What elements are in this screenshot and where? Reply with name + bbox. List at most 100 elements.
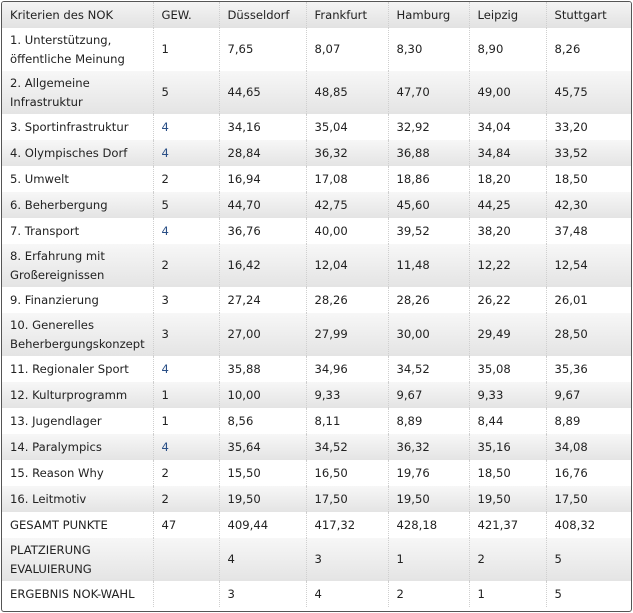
cell-hamburg: 36,88: [387, 140, 469, 166]
cell-frankfurt: 34,52: [305, 434, 388, 460]
cell-frankfurt: 40,00: [305, 218, 388, 244]
cell-frankfurt: 8,11: [305, 408, 388, 434]
cell-weight: [152, 538, 219, 581]
cell-criteria: GESAMT PUNKTE: [2, 512, 153, 538]
cell-criteria: 15. Reason Why: [2, 460, 153, 486]
table-row: 2. Allgemeine Infrastruktur 5 44,65 48,85 47…: [2, 71, 631, 114]
cell-stuttgart: 12,54: [545, 244, 631, 287]
cell-criteria: 12. Kulturprogramm: [2, 382, 153, 408]
cell-duesseldorf: 3: [218, 581, 306, 607]
cell-duesseldorf: 35,64: [218, 434, 306, 460]
table-row: 6. Beherbergung 5 44,70 42,75 45,60 44,25 42,3…: [2, 192, 631, 218]
cell-stuttgart: 37,48: [545, 218, 631, 244]
cell-duesseldorf: 16,42: [218, 244, 306, 287]
cell-weight: 3: [152, 287, 219, 313]
table-row: 15. Reason Why 2 15,50 16,50 19,76 18,50 16,76: [2, 460, 631, 486]
column-header-duesseldorf: Düsseldorf: [218, 2, 306, 28]
cell-criteria: 2. Allgemeine Infrastruktur: [2, 71, 153, 114]
cell-duesseldorf: 28,84: [218, 140, 306, 166]
table-row: 4. Olympisches Dorf 4 28,84 36,32 36,88 34,84…: [2, 140, 631, 166]
cell-hamburg: 2: [387, 581, 469, 607]
cell-frankfurt: 3: [305, 538, 388, 581]
cell-duesseldorf: 4: [218, 538, 306, 581]
table-row: 10. Generelles Beherbergungskonzept 3 27,0…: [2, 313, 631, 356]
cell-weight: 2: [152, 460, 219, 486]
cell-stuttgart: 34,08: [545, 434, 631, 460]
cell-hamburg: 9,67: [387, 382, 469, 408]
cell-hamburg: 19,76: [387, 460, 469, 486]
cell-criteria: 16. Leitmotiv: [2, 486, 153, 512]
table-row: 16. Leitmotiv 2 19,50 17,50 19,50 19,50 17,50: [2, 486, 631, 512]
table-row: 7. Transport 4 36,76 40,00 39,52 38,20 37,48: [2, 218, 631, 244]
cell-stuttgart: 42,30: [545, 192, 631, 218]
cell-hamburg: 39,52: [387, 218, 469, 244]
cell-stuttgart: 33,20: [545, 114, 631, 140]
cell-duesseldorf: 7,65: [218, 28, 306, 71]
cell-stuttgart: 408,32: [545, 512, 631, 538]
column-header-frankfurt: Frankfurt: [305, 2, 388, 28]
table-row: 13. Jugendlager 1 8,56 8,11 8,89 8,44 8,89: [2, 408, 631, 434]
cell-duesseldorf: 409,44: [218, 512, 306, 538]
cell-stuttgart: 33,52: [545, 140, 631, 166]
cell-criteria: 10. Generelles Beherbergungskonzept: [2, 313, 153, 356]
table-row: 5. Umwelt 2 16,94 17,08 18,86 18,20 18,50: [2, 166, 631, 192]
cell-hamburg: 28,26: [387, 287, 469, 313]
cell-leipzig: 34,84: [468, 140, 546, 166]
cell-duesseldorf: 44,65: [218, 71, 306, 114]
cell-frankfurt: 36,32: [305, 140, 388, 166]
cell-duesseldorf: 35,88: [218, 356, 306, 382]
cell-frankfurt: 4: [305, 581, 388, 607]
cell-stuttgart: 5: [545, 538, 631, 581]
cell-stuttgart: 35,36: [545, 356, 631, 382]
cell-weight: 1: [152, 408, 219, 434]
cell-criteria: PLATZIERUNG EVALUIERUNG: [2, 538, 153, 581]
cell-weight: 5: [152, 71, 219, 114]
cell-criteria: 7. Transport: [2, 218, 153, 244]
cell-stuttgart: 17,50: [545, 486, 631, 512]
cell-leipzig: 44,25: [468, 192, 546, 218]
table-row: 3. Sportinfrastruktur 4 34,16 35,04 32,92 34,…: [2, 114, 631, 140]
table-row: 8. Erfahrung mit Großereignissen 2 16,42 12…: [2, 244, 631, 287]
cell-duesseldorf: 27,24: [218, 287, 306, 313]
cell-frankfurt: 8,07: [305, 28, 388, 71]
cell-criteria: 4. Olympisches Dorf: [2, 140, 153, 166]
cell-frankfurt: 42,75: [305, 192, 388, 218]
cell-frankfurt: 28,26: [305, 287, 388, 313]
cell-frankfurt: 27,99: [305, 313, 388, 356]
cell-weight: 2: [152, 166, 219, 192]
cell-criteria: 6. Beherbergung: [2, 192, 153, 218]
cell-weight: 4: [152, 114, 219, 140]
table-row: 9. Finanzierung 3 27,24 28,26 28,26 26,22 26,0…: [2, 287, 631, 313]
cell-leipzig: 38,20: [468, 218, 546, 244]
column-header-weight: GEW.: [152, 2, 219, 28]
cell-leipzig: 2: [468, 538, 546, 581]
cell-weight: 2: [152, 486, 219, 512]
cell-frankfurt: 34,96: [305, 356, 388, 382]
cell-frankfurt: 48,85: [305, 71, 388, 114]
column-header-stuttgart: Stuttgart: [545, 2, 631, 28]
cell-criteria: 14. Paralympics: [2, 434, 153, 460]
cell-leipzig: 18,20: [468, 166, 546, 192]
cell-leipzig: 1: [468, 581, 546, 607]
cell-hamburg: 18,86: [387, 166, 469, 192]
cell-hamburg: 1: [387, 538, 469, 581]
cell-weight: 4: [152, 140, 219, 166]
cell-leipzig: 34,04: [468, 114, 546, 140]
cell-hamburg: 34,52: [387, 356, 469, 382]
cell-frankfurt: 417,32: [305, 512, 388, 538]
cell-weight: 4: [152, 356, 219, 382]
cell-stuttgart: 8,89: [545, 408, 631, 434]
cell-hamburg: 8,89: [387, 408, 469, 434]
cell-hamburg: 19,50: [387, 486, 469, 512]
cell-duesseldorf: 10,00: [218, 382, 306, 408]
cell-leipzig: 9,33: [468, 382, 546, 408]
cell-hamburg: 32,92: [387, 114, 469, 140]
cell-criteria: 13. Jugendlager: [2, 408, 153, 434]
cell-weight: 2: [152, 244, 219, 287]
cell-criteria: 11. Regionaler Sport: [2, 356, 153, 382]
cell-stuttgart: 5: [545, 581, 631, 607]
cell-leipzig: 35,16: [468, 434, 546, 460]
cell-weight: 1: [152, 382, 219, 408]
table-row: 1. Unterstützung, öffentliche Meinung 1 7,…: [2, 28, 631, 71]
